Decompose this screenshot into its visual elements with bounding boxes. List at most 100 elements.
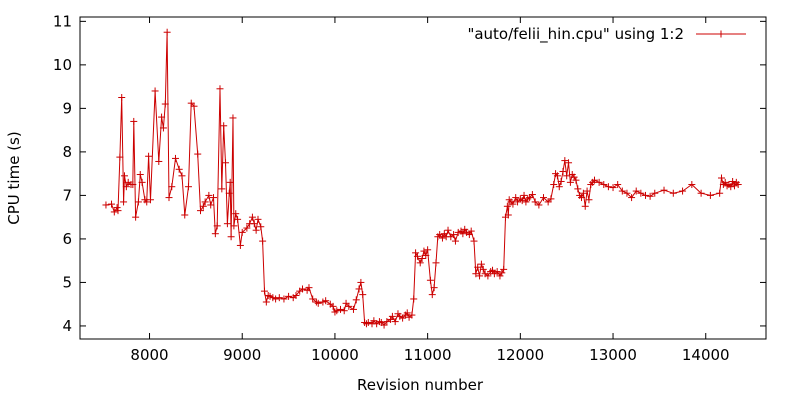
data-point — [424, 246, 432, 254]
data-point — [143, 198, 151, 206]
data-point — [151, 87, 159, 95]
data-point — [285, 292, 293, 300]
data-point — [349, 305, 357, 313]
data-point — [637, 189, 645, 197]
data-point — [459, 230, 467, 238]
data-point — [201, 198, 209, 206]
data-point — [403, 309, 411, 317]
data-point — [477, 260, 485, 268]
data-point — [165, 194, 173, 202]
data-point — [388, 312, 396, 320]
data-point — [729, 177, 737, 185]
data-point — [171, 154, 179, 162]
y-tick-label: 9 — [62, 99, 72, 117]
x-tick-label: 10000 — [311, 346, 359, 364]
x-tick-label: 8000 — [130, 346, 168, 364]
data-point — [155, 157, 163, 165]
data-point — [484, 272, 492, 280]
data-point — [595, 178, 603, 186]
data-point — [163, 28, 171, 36]
data-point — [158, 113, 166, 121]
data-point — [718, 174, 726, 182]
data-point — [254, 215, 262, 223]
data-point — [222, 159, 230, 167]
data-point — [408, 311, 416, 319]
data-point — [129, 181, 137, 189]
data-point — [262, 298, 270, 306]
data-point — [461, 225, 469, 233]
data-point — [309, 295, 317, 303]
data-point — [467, 227, 475, 235]
data-point — [651, 189, 659, 197]
data-point — [632, 187, 640, 195]
data-point — [136, 171, 144, 179]
data-point — [130, 117, 138, 125]
data-point — [329, 302, 337, 310]
data-point — [572, 176, 580, 184]
data-point — [194, 150, 202, 158]
data-point — [472, 270, 480, 278]
data-point — [426, 276, 434, 284]
data-point — [230, 222, 238, 230]
data-point — [220, 122, 228, 130]
data-point — [522, 198, 530, 206]
legend: "auto/felii_hin.cpu" using 1:2 — [467, 25, 746, 44]
axis-ticks: 8000 9000 10000 11000 12000 13000 14000 4 5 6 7 8 9 1… — [53, 12, 766, 364]
data-point — [646, 192, 654, 200]
data-point — [540, 194, 548, 202]
data-point — [116, 153, 124, 161]
data-point — [120, 172, 128, 180]
data-point — [528, 191, 536, 199]
data-point — [225, 189, 233, 197]
data-point — [120, 198, 128, 206]
data-point — [557, 177, 565, 185]
x-tick-label: 9000 — [223, 346, 261, 364]
data-point — [391, 318, 399, 326]
data-point — [190, 102, 198, 110]
y-tick-label: 7 — [62, 186, 72, 204]
data-point — [430, 284, 438, 292]
data-point — [211, 230, 219, 238]
data-point — [199, 202, 207, 210]
data-point — [422, 251, 430, 259]
data-point — [257, 223, 265, 231]
data-point — [122, 183, 130, 191]
data-point — [444, 226, 452, 234]
legend-marker — [717, 30, 725, 38]
data-point — [581, 202, 589, 210]
data-point — [226, 178, 234, 186]
y-tick-label: 10 — [53, 56, 72, 74]
x-tick-label: 12000 — [496, 346, 544, 364]
data-point — [561, 157, 569, 165]
y-tick-label: 6 — [62, 230, 72, 248]
data-point — [604, 183, 612, 191]
data-point — [218, 185, 226, 193]
data-point — [476, 272, 484, 280]
legend-label: "auto/felii_hin.cpu" using 1:2 — [467, 25, 684, 44]
data-point — [359, 291, 367, 299]
data-point — [559, 167, 567, 175]
data-point — [161, 100, 169, 108]
y-tick-label: 8 — [62, 143, 72, 161]
data-point — [280, 295, 288, 303]
data-point — [512, 194, 520, 202]
data-point — [383, 318, 391, 326]
data-point — [451, 237, 459, 245]
data-point — [479, 265, 487, 273]
data-point — [410, 295, 418, 303]
data-point — [134, 198, 142, 206]
data-point — [259, 237, 267, 245]
data-point — [232, 210, 240, 218]
legend-marker-plus — [717, 30, 725, 38]
series-group — [102, 28, 742, 329]
data-point — [223, 220, 231, 228]
data-point — [450, 231, 458, 239]
data-point — [252, 226, 260, 234]
data-point — [216, 85, 224, 93]
y-axis-label: CPU time (s) — [5, 131, 23, 224]
data-point — [493, 268, 501, 276]
data-point — [227, 233, 235, 241]
data-point — [565, 159, 573, 167]
data-point — [114, 207, 122, 215]
data-point — [322, 297, 330, 305]
